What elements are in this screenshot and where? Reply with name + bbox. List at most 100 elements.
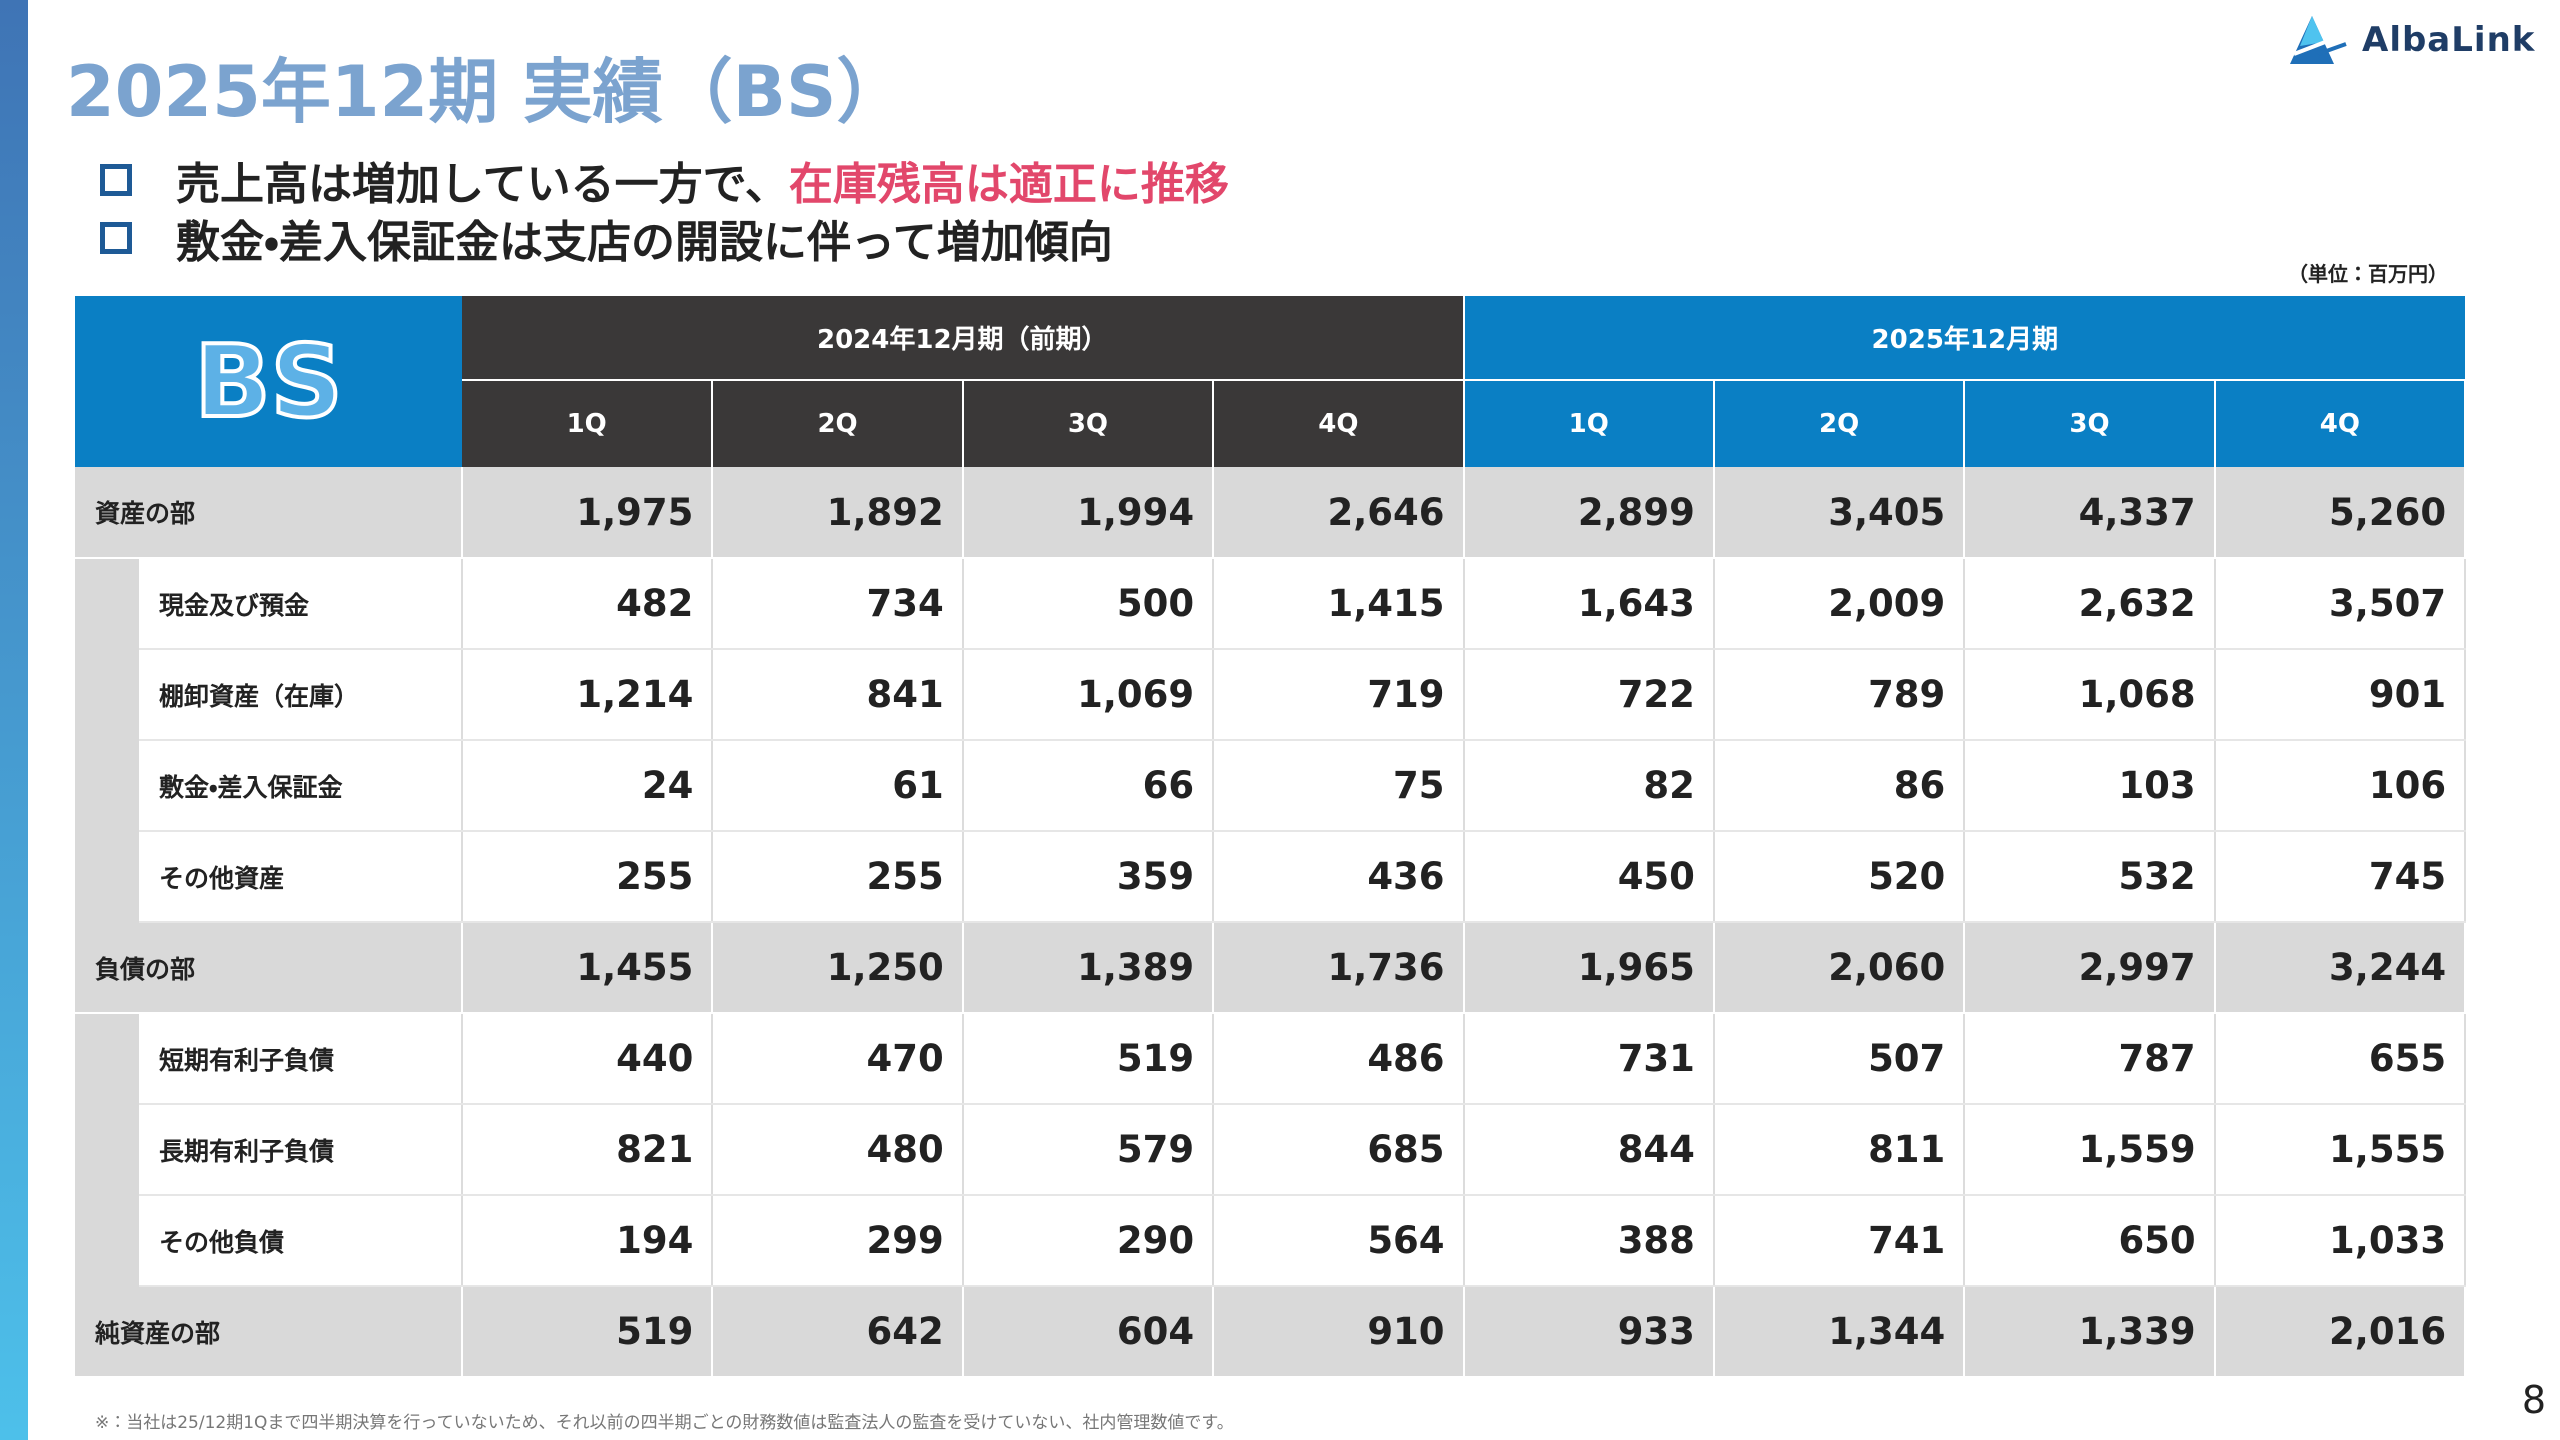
cell-value: 440 [462, 1013, 714, 1105]
cell-value: 480 [712, 1104, 964, 1196]
cell-value: 507 [1713, 1013, 1966, 1105]
period-header: 2025年12月期 [1463, 296, 2466, 380]
quarter-header: 2Q [712, 379, 964, 467]
table-row: 敷金・差入保証金 24 61 66 75 82 86 103 106 [75, 740, 2467, 832]
row-label: その他負債 [139, 1195, 463, 1287]
cell-value: 2,997 [1964, 922, 2216, 1014]
corner: BS [75, 296, 462, 467]
cell-value: 1,389 [962, 922, 1215, 1014]
row-label: 敷金・差入保証金 [139, 740, 463, 832]
cell-value: 2,060 [1713, 922, 1966, 1014]
cell-value: 1,975 [462, 467, 714, 559]
bullet-highlight: 在庫残高は適正に推移 [788, 159, 1229, 210]
quarter-header: 4Q [2214, 379, 2467, 467]
cell-value: 1,068 [1964, 649, 2216, 741]
cell-value: 1,214 [462, 649, 714, 741]
cell-value: 103 [1964, 740, 2216, 832]
cell-value: 844 [1463, 1104, 1715, 1196]
bullet-text: 敷金・差入保証金は支店の開設に伴って増加傾向 [176, 217, 1113, 268]
cell-value: 1,994 [962, 467, 1215, 559]
cell-value: 933 [1463, 1286, 1715, 1378]
cell-value: 3,405 [1713, 467, 1966, 559]
cell-value: 486 [1213, 1013, 1465, 1105]
period-header: 2024年12月期（前期） [462, 296, 1465, 380]
cell-value: 5,260 [2214, 467, 2467, 559]
quarter-header: 3Q [1964, 379, 2216, 467]
table-row: 棚卸資産（在庫） 1,214 841 1,069 719 722 789 1,068 901 [75, 649, 2467, 741]
logo: AlbaLink [2290, 14, 2535, 66]
cell-value: 4,337 [1964, 467, 2216, 559]
cell-value: 719 [1213, 649, 1465, 741]
cell-value: 1,069 [962, 649, 1215, 741]
table-row: 短期有利子負債 440 470 519 486 731 507 787 655 [75, 1013, 2467, 1105]
header-row: BS 2024年12月期（前期） 2025年12月期 [75, 296, 2466, 467]
quarter-header: 1Q [462, 379, 714, 467]
row-label: その他資産 [139, 831, 463, 923]
bullet-text: 売上高は増加している一方で、 [176, 159, 789, 210]
cell-value: 579 [962, 1104, 1215, 1196]
cell-value: 910 [1213, 1286, 1465, 1378]
row-label: 負債の部 [75, 922, 463, 1014]
cell-value: 1,555 [2214, 1104, 2467, 1196]
cell-value: 734 [712, 558, 964, 650]
quarter-header: 4Q [1213, 379, 1465, 467]
cell-value: 388 [1463, 1195, 1715, 1287]
cell-value: 722 [1463, 649, 1715, 741]
cell-value: 106 [2214, 740, 2467, 832]
cell-value: 520 [1713, 831, 1966, 923]
table-row: 資産の部 1,975 1,892 1,994 2,646 2,899 3,405 4,337 5… [75, 467, 2467, 559]
cell-value: 1,455 [462, 922, 714, 1014]
cell-value: 642 [712, 1286, 964, 1378]
cell-value: 194 [462, 1195, 714, 1287]
cell-value: 82 [1463, 740, 1715, 832]
cell-value: 731 [1463, 1013, 1715, 1105]
cell-value: 450 [1463, 831, 1715, 923]
row-label: 棚卸資産（在庫） [139, 649, 463, 741]
cell-value: 290 [962, 1195, 1215, 1287]
unit: （単位：百万円） [2288, 262, 2448, 286]
cell-value: 2,009 [1713, 558, 1966, 650]
indent [75, 831, 139, 922]
cell-value: 741 [1713, 1195, 1966, 1287]
page-number: 8 [2521, 1378, 2546, 1422]
bullet: 敷金・差入保証金は支店の開設に伴って増加傾向 [100, 206, 1113, 270]
row-label: 純資産の部 [75, 1286, 463, 1378]
cell-value: 1,250 [712, 922, 964, 1014]
cell-value: 86 [1713, 740, 1966, 832]
table-row: 純資産の部 519 642 604 910 933 1,344 1,339 2,016 [75, 1286, 2467, 1378]
cell-value: 1,965 [1463, 922, 1715, 1014]
cell-value: 500 [962, 558, 1215, 650]
cell-value: 299 [712, 1195, 964, 1287]
bullet-box [100, 164, 132, 196]
cell-value: 75 [1213, 740, 1465, 832]
cell-value: 1,415 [1213, 558, 1465, 650]
table-row: 長期有利子負債 821 480 579 685 844 811 1,559 1,555 [75, 1104, 2467, 1196]
cell-value: 24 [462, 740, 714, 832]
cell-value: 255 [712, 831, 964, 923]
cell-value: 2,016 [2214, 1286, 2467, 1378]
indent [75, 1195, 139, 1286]
cell-value: 436 [1213, 831, 1465, 923]
cell-value: 470 [712, 1013, 964, 1105]
quarter-header: 2Q [1713, 379, 1966, 467]
cell-value: 655 [2214, 1013, 2467, 1105]
cell-value: 1,892 [712, 467, 964, 559]
cell-value: 1,033 [2214, 1195, 2467, 1287]
cell-value: 3,507 [2214, 558, 2467, 650]
cell-value: 1,736 [1213, 922, 1465, 1014]
cell-value: 482 [462, 558, 714, 650]
cell-value: 532 [1964, 831, 2216, 923]
quarter-header: 1Q [1463, 379, 1715, 467]
title: 2025年12期 実績（BS） [66, 51, 907, 133]
indent [75, 558, 139, 649]
row-label: 現金及び預金 [139, 558, 463, 650]
cell-value: 650 [1964, 1195, 2216, 1287]
cell-value: 3,244 [2214, 922, 2467, 1014]
table-row: 負債の部 1,455 1,250 1,389 1,736 1,965 2,060 2,997 3… [75, 922, 2467, 1014]
indent [75, 649, 139, 740]
cell-value: 685 [1213, 1104, 1465, 1196]
indent [75, 740, 139, 831]
cell-value: 789 [1713, 649, 1966, 741]
cell-value: 2,646 [1213, 467, 1465, 559]
